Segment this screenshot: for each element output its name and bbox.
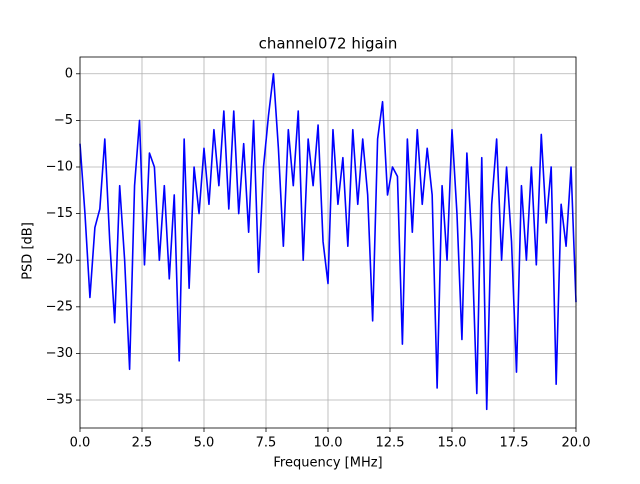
y-tick-label: −30: [46, 346, 73, 361]
x-tick-label: 5.0: [194, 436, 215, 451]
x-tick-label: 7.5: [256, 436, 277, 451]
y-tick-label: −35: [46, 393, 73, 408]
x-tick-label: 17.5: [500, 436, 529, 451]
y-axis-label: PSD [dB]: [21, 222, 36, 280]
x-tick-label: 0.0: [70, 436, 91, 451]
y-tick-label: −20: [46, 253, 73, 268]
x-axis-label: Frequency [MHz]: [273, 456, 382, 471]
line-series: [79, 72, 577, 411]
plot-frame: [79, 56, 577, 429]
y-tick-label: −10: [46, 159, 73, 174]
x-tick-label: 20.0: [562, 436, 591, 451]
chart-title: channel072 higain: [259, 35, 398, 53]
y-tick-label: 0: [65, 66, 73, 81]
x-tick-label: 10.0: [314, 436, 343, 451]
y-tick-label: −15: [46, 206, 73, 221]
x-tick-label: 15.0: [438, 436, 467, 451]
y-tick-label: −5: [54, 113, 73, 128]
x-tick-label: 2.5: [132, 436, 153, 451]
y-tick-label: −25: [46, 299, 73, 314]
x-tick-label: 12.5: [376, 436, 405, 451]
